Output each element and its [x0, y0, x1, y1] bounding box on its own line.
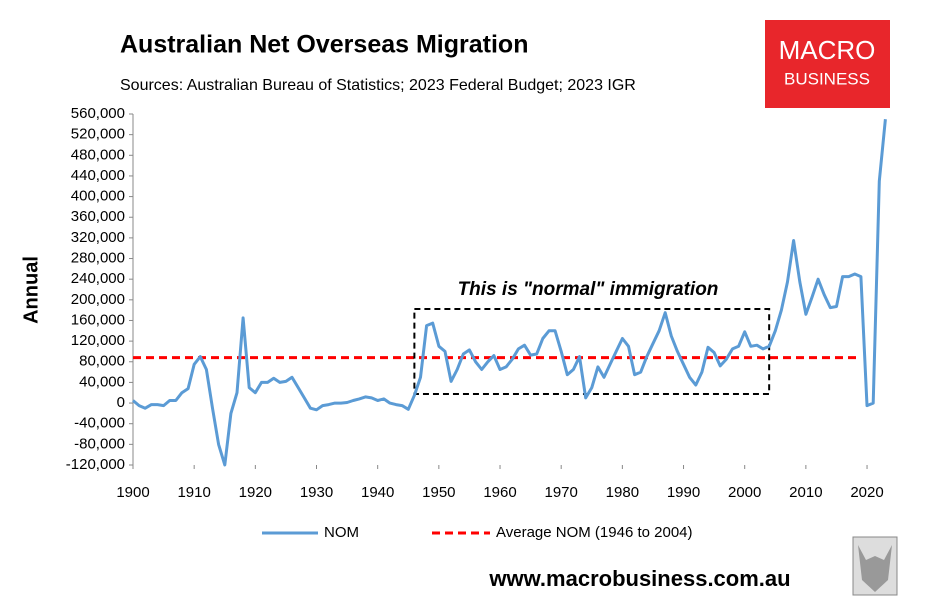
logo: [765, 20, 890, 108]
x-tick-label: 1920: [239, 484, 272, 501]
y-tick-label: 160,000: [71, 311, 125, 328]
y-tick-label: 0: [117, 394, 125, 411]
chart-subtitle: Sources: Australian Bureau of Statistics…: [120, 77, 636, 94]
y-tick-label: 320,000: [71, 229, 125, 246]
y-tick-label: 240,000: [71, 270, 125, 287]
y-tick-label: 520,000: [71, 126, 125, 143]
legend-label: Average NOM (1946 to 2004): [496, 524, 693, 541]
y-tick-label: 40,000: [79, 373, 125, 390]
y-tick-label: 280,000: [71, 249, 125, 266]
annotation: This is "normal" immigration: [458, 279, 719, 300]
x-tick-label: 1930: [300, 484, 333, 501]
footer: www.macrobusiness.com.au: [488, 566, 790, 591]
chart-title: Australian Net Overseas Migration: [120, 31, 528, 59]
y-tick-label: 560,000: [71, 105, 125, 122]
x-tick-label: 1990: [667, 484, 700, 501]
y-tick-label: -40,000: [74, 415, 125, 432]
data-line: [132, 119, 887, 467]
x-tick-label: 2020: [850, 484, 883, 501]
y-tick-label: 400,000: [71, 188, 125, 205]
y-axis-label: Annual: [20, 256, 42, 324]
logo-text: BUSINESS: [784, 69, 870, 88]
y-tick-label: 200,000: [71, 291, 125, 308]
y-tick-label: 440,000: [71, 167, 125, 184]
y-tick-label: 120,000: [71, 332, 125, 349]
x-tick-label: 1960: [483, 484, 516, 501]
x-tick-label: 1910: [177, 484, 210, 501]
y-tick-label: 360,000: [71, 208, 125, 225]
x-tick-label: 1940: [361, 484, 394, 501]
x-tick-label: 1970: [545, 484, 578, 501]
wolf-icon: [858, 545, 892, 592]
x-tick-label: 2000: [728, 484, 761, 501]
x-tick-label: 1900: [116, 484, 149, 501]
y-tick-label: -120,000: [66, 456, 125, 473]
logo-text: MACRO: [779, 35, 876, 65]
x-tick-label: 1950: [422, 484, 455, 501]
legend-label: NOM: [324, 524, 359, 541]
x-tick-label: 1980: [606, 484, 639, 501]
y-tick-label: 80,000: [79, 353, 125, 370]
y-tick-label: 480,000: [71, 146, 125, 163]
y-tick-label: -80,000: [74, 435, 125, 452]
x-tick-label: 2010: [789, 484, 822, 501]
